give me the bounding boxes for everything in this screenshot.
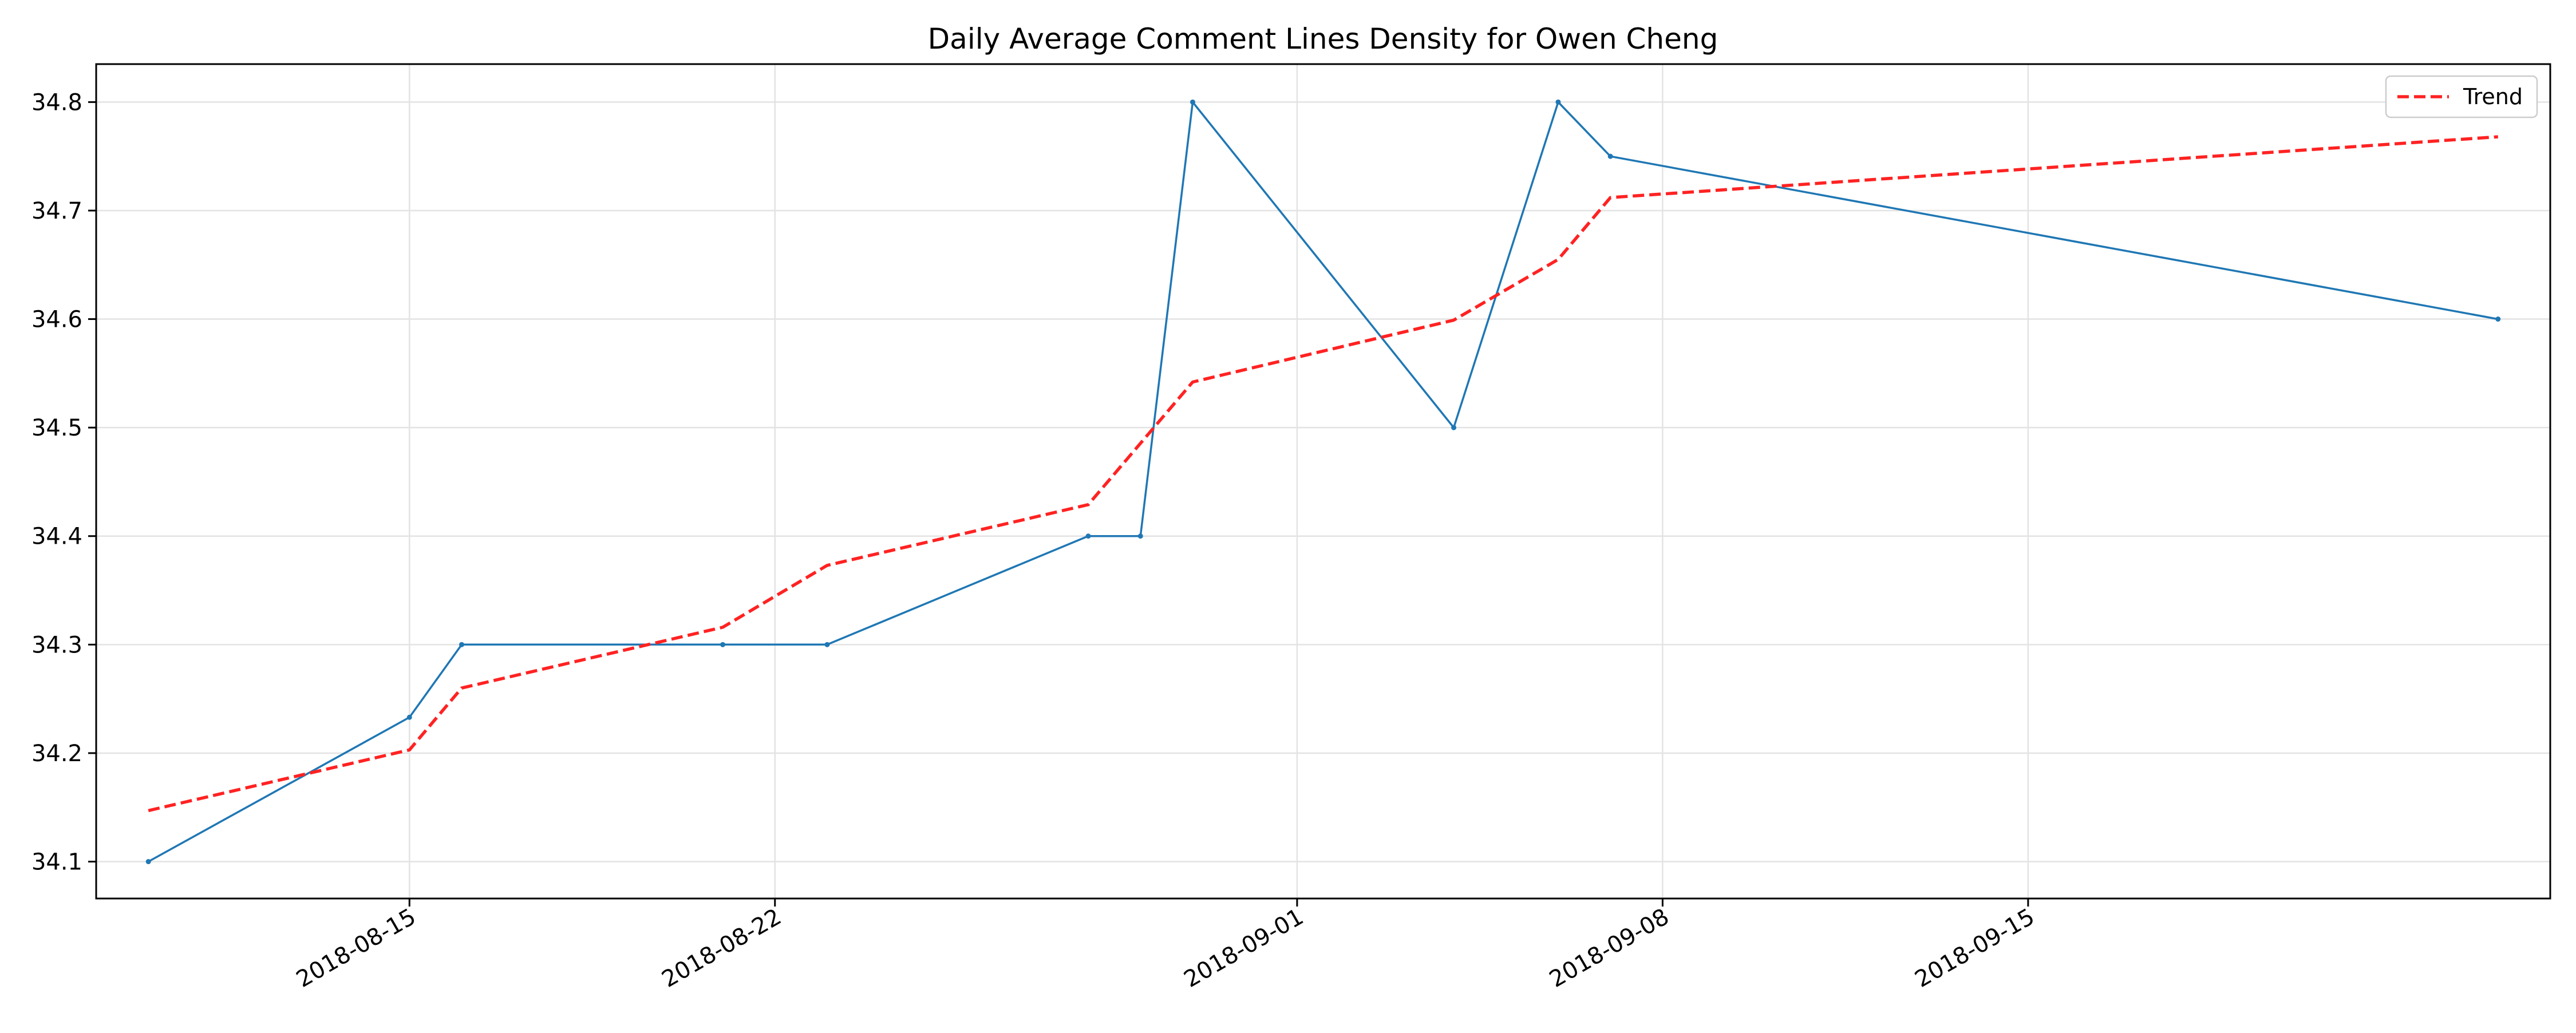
y-tick-label: 34.2 bbox=[31, 741, 82, 767]
legend-label: Trend bbox=[2463, 84, 2523, 109]
y-tick-label: 34.7 bbox=[31, 198, 82, 224]
series-lines bbox=[145, 99, 2501, 865]
y-axis: 34.1 34.2 34.3 34.4 34.5 34.6 34.7 34.8 bbox=[31, 89, 96, 876]
data-point bbox=[145, 859, 151, 865]
data-point bbox=[824, 642, 830, 647]
y-tick-label: 34.5 bbox=[31, 415, 82, 441]
density-line bbox=[148, 101, 2499, 863]
y-tick-label: 34.8 bbox=[31, 89, 82, 116]
data-point bbox=[720, 642, 726, 647]
data-point bbox=[1190, 99, 1195, 105]
y-tick-label: 34.1 bbox=[31, 849, 82, 876]
legend: Trend bbox=[2385, 75, 2538, 118]
data-point bbox=[1137, 533, 1143, 539]
y-tick-label: 34.3 bbox=[31, 632, 82, 658]
plot-frame bbox=[95, 63, 2551, 900]
chart-title: Daily Average Comment Lines Density for … bbox=[928, 22, 1718, 56]
trend-line bbox=[148, 135, 2498, 813]
data-point bbox=[1607, 153, 1613, 159]
y-tick-label: 34.4 bbox=[31, 524, 82, 550]
data-point bbox=[1555, 99, 1561, 105]
data-point bbox=[406, 714, 412, 720]
data-point bbox=[2495, 316, 2501, 322]
data-point bbox=[459, 642, 464, 647]
y-tick-label: 34.6 bbox=[31, 307, 82, 333]
data-point bbox=[1451, 425, 1457, 430]
legend-box bbox=[2385, 75, 2538, 118]
data-point bbox=[1085, 533, 1091, 539]
